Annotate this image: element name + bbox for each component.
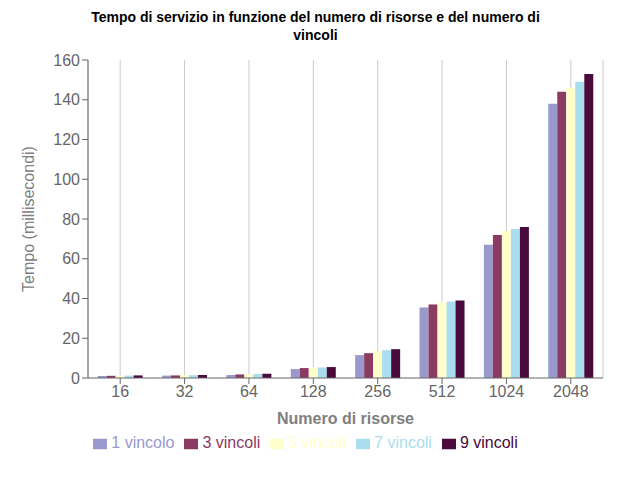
- svg-text:16: 16: [111, 383, 129, 400]
- svg-text:32: 32: [176, 383, 194, 400]
- html-text:7 vincoli: 7 vincoli: [374, 434, 432, 451]
- svg-text:160: 160: [53, 52, 80, 69]
- svg-text:20: 20: [62, 330, 80, 347]
- html-text:Tempo di servizio in funzione: Tempo di servizio in funzione del numero…: [91, 9, 540, 25]
- svg-text:1024: 1024: [489, 383, 525, 400]
- html-text:3 vincoli: 3 vincoli: [202, 434, 261, 451]
- svg-text:128: 128: [300, 383, 327, 400]
- html-text:5 vincoli: 5 vincoli: [288, 434, 347, 451]
- svg-text:140: 140: [53, 91, 80, 108]
- svg-text:256: 256: [364, 383, 391, 400]
- svg-text:512: 512: [429, 383, 456, 400]
- svg-text:64: 64: [240, 383, 258, 400]
- svg-text:100: 100: [53, 171, 80, 188]
- html-text:1 vincolo: 1 vincolo: [111, 434, 175, 451]
- svg-text:Tempo (millisecondi): Tempo (millisecondi): [20, 146, 37, 292]
- svg-text:0: 0: [71, 370, 80, 387]
- html-text:vincoli: vincoli: [293, 27, 338, 43]
- svg-text:80: 80: [62, 211, 80, 228]
- svg-text:40: 40: [62, 290, 80, 307]
- html-text:9 vincoli: 9 vincoli: [459, 434, 518, 451]
- svg-text:120: 120: [53, 131, 80, 148]
- svg-text:2048: 2048: [553, 383, 589, 400]
- svg-text:Numero di risorse: Numero di risorse: [277, 410, 414, 427]
- svg-text:60: 60: [62, 250, 80, 267]
